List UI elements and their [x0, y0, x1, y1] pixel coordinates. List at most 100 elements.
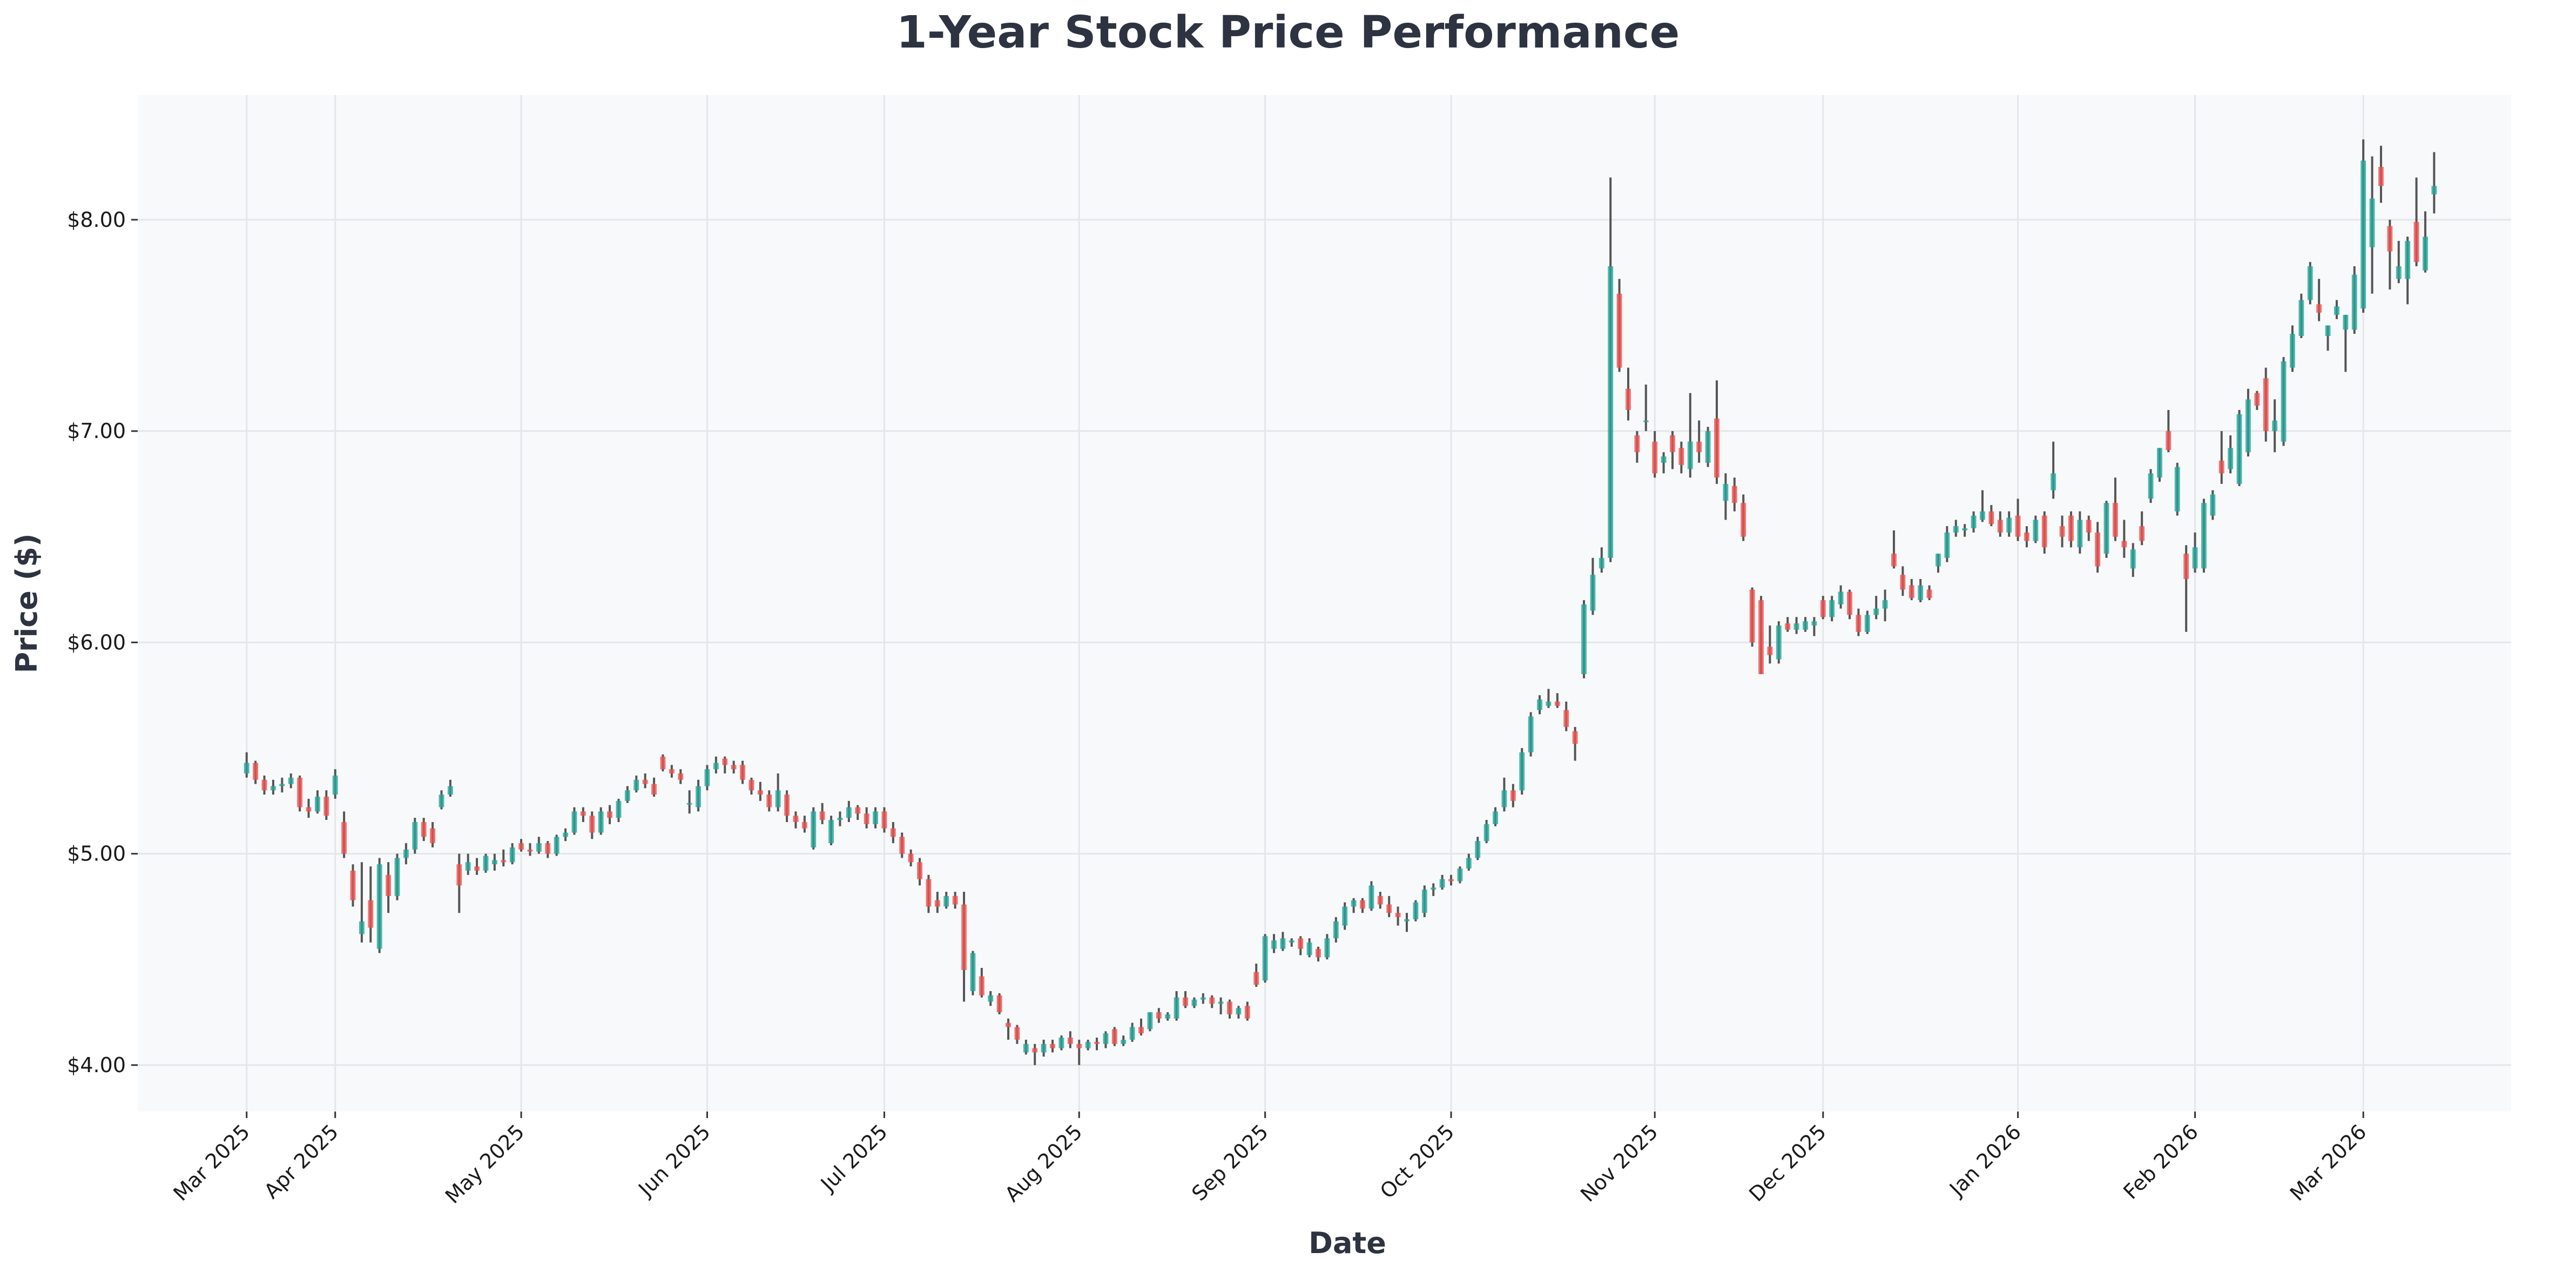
- candle-body: [908, 853, 914, 863]
- candle-body: [1767, 647, 1773, 655]
- candle-down: [1749, 587, 1755, 647]
- candle-body: [2316, 304, 2322, 313]
- candle-up: [244, 752, 249, 778]
- candle-up: [1085, 1039, 1091, 1051]
- candle-body: [1678, 448, 1684, 465]
- candle-up: [2051, 441, 2056, 499]
- y-tick-label: $4.00: [67, 1053, 126, 1077]
- candle-down: [421, 818, 427, 842]
- candle-body: [2228, 448, 2234, 469]
- candle-down: [1377, 892, 1383, 909]
- candle-body: [1271, 940, 1277, 949]
- candle-body: [1528, 716, 1534, 752]
- candle-up: [1174, 991, 1179, 1021]
- candle-up: [2033, 515, 2039, 543]
- candle-body: [1661, 456, 1667, 463]
- candle-body: [828, 820, 834, 844]
- candle-body: [1165, 1014, 1171, 1019]
- candle-up: [1457, 866, 1463, 884]
- candle-body: [722, 758, 728, 765]
- candle-body: [1953, 526, 1959, 533]
- candle-body: [1980, 511, 1985, 520]
- candle-up: [1439, 874, 1445, 890]
- candle-body: [527, 849, 533, 852]
- candle-body: [1253, 972, 1259, 985]
- candle-up: [2236, 409, 2242, 486]
- candle-body: [1971, 515, 1977, 529]
- candle-up: [279, 777, 285, 793]
- candle-body: [1014, 1027, 1020, 1040]
- candle-up: [2334, 300, 2339, 319]
- candle-up: [2148, 469, 2154, 503]
- candle-body: [554, 837, 559, 854]
- candle-body: [2059, 526, 2065, 537]
- candle-body: [1944, 532, 1950, 558]
- candle-body: [1926, 589, 1932, 598]
- candle-up: [2431, 152, 2437, 214]
- candle-body: [1262, 936, 1268, 981]
- candle-up: [2423, 211, 2428, 273]
- candle-body: [1811, 621, 1817, 626]
- candle-body: [1448, 879, 1454, 881]
- candle-down: [961, 892, 967, 1002]
- candle-body: [2201, 503, 2207, 569]
- candle-up: [1147, 1012, 1153, 1032]
- y-axis-ticks: $4.00 $5.00 $6.00 $7.00 $8.00: [67, 208, 138, 1077]
- candle-body: [394, 858, 400, 896]
- candle-up: [1289, 938, 1294, 947]
- candle-body: [1050, 1044, 1055, 1048]
- candle-body: [1386, 904, 1392, 913]
- candle-down: [1714, 380, 1719, 484]
- candle-body: [1714, 418, 1719, 478]
- candle-body: [2423, 237, 2428, 271]
- candle-up: [288, 773, 294, 789]
- candle-body: [1803, 621, 1808, 630]
- candle-down: [669, 765, 675, 778]
- candle-body: [996, 995, 1002, 1013]
- candle-body: [1723, 483, 1729, 501]
- candle-up: [2201, 499, 2207, 573]
- candle-up: [1324, 934, 1330, 960]
- candle-up: [1581, 600, 1587, 678]
- candle-up: [359, 862, 365, 943]
- candle-body: [846, 807, 852, 818]
- candle-body: [1599, 557, 1604, 569]
- candle-up: [837, 811, 843, 826]
- candle-down: [864, 807, 869, 829]
- y-tick-label: $8.00: [67, 208, 126, 232]
- candle-body: [1006, 1022, 1011, 1027]
- candle-body: [1236, 1008, 1242, 1015]
- candle-down: [1670, 431, 1675, 469]
- candle-down: [1094, 1038, 1100, 1051]
- candle-up: [1608, 177, 1614, 562]
- candle-down: [261, 775, 267, 795]
- candle-up: [2351, 266, 2357, 334]
- candle-down: [1360, 898, 1365, 913]
- candle-body: [1785, 623, 1791, 630]
- candle-body: [1368, 885, 1374, 909]
- candle-body: [1439, 879, 1445, 888]
- candle-body: [1413, 902, 1419, 919]
- candle-up: [1546, 689, 1552, 708]
- candle-up: [1103, 1031, 1109, 1048]
- candle-body: [1519, 752, 1525, 791]
- candle-down: [1758, 596, 1764, 675]
- candle-up: [1280, 932, 1286, 951]
- candle-body: [1873, 608, 1879, 615]
- candle-up: [2281, 357, 2287, 446]
- candle-body: [368, 900, 374, 928]
- candle-down: [474, 858, 480, 875]
- candle-down: [2218, 431, 2224, 484]
- x-axis-label: Date: [1309, 1226, 1386, 1260]
- candle-up: [1803, 617, 1808, 632]
- candle-up: [1129, 1022, 1135, 1042]
- candle-up: [1501, 777, 1507, 812]
- candle-body: [1032, 1048, 1038, 1053]
- candle-down: [1050, 1039, 1055, 1053]
- candle-body: [1147, 1012, 1153, 1029]
- candle-body: [2334, 306, 2339, 315]
- candle-body: [864, 813, 869, 824]
- candle-body: [970, 953, 976, 991]
- candle-body: [952, 896, 958, 905]
- candle-body: [2245, 399, 2251, 453]
